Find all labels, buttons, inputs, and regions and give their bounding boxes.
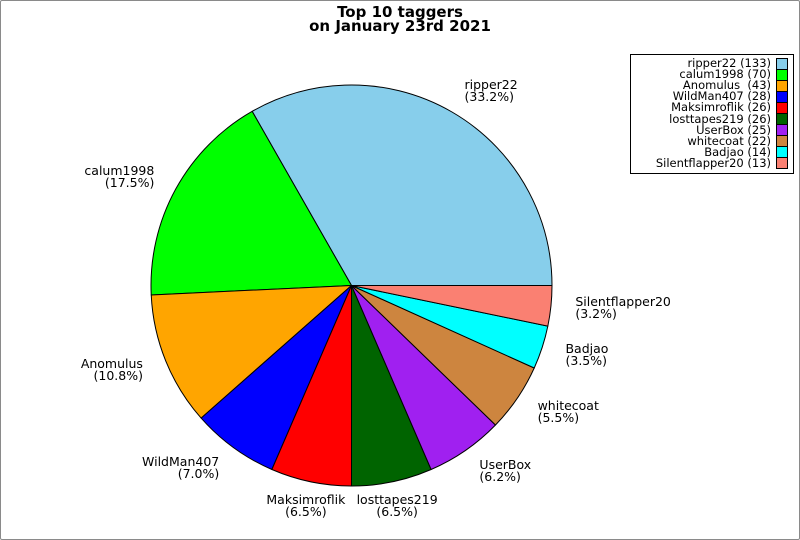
legend-label: WildMan407 (28) xyxy=(672,89,771,104)
legend-label: ripper22 (133) xyxy=(687,56,771,71)
pie-label-UserBox: UserBox (6.2%) xyxy=(479,456,532,484)
legend-row-Silentflapper20: Silentflapper20 (13) xyxy=(636,155,788,170)
chart-title-line1: Top 10 taggers xyxy=(337,3,463,21)
legend-label: Silentflapper20 (13) xyxy=(655,155,771,170)
legend-label: whitecoat (22) xyxy=(687,133,771,148)
pie-label-percent: (6.5%) xyxy=(376,503,418,519)
legend-color-swatch xyxy=(776,157,788,170)
pie-label-name: calum1998 xyxy=(84,163,155,179)
legend: ripper22 (133) calum1998 (70) Anomulus (43… xyxy=(630,54,794,174)
pie-label-name: whitecoat xyxy=(537,397,599,413)
legend-row-ripper22: ripper22 (133) xyxy=(636,56,788,71)
pie-label-calum1998: calum1998 (17.5%) xyxy=(84,163,155,191)
pie-label-whitecoat: whitecoat (5.5%) xyxy=(537,397,599,425)
pie-label-name: losttapes219 xyxy=(356,491,438,507)
pie-label-name: UserBox xyxy=(479,456,532,472)
pie-label-name: Anomulus xyxy=(80,355,143,371)
pie-label-Badjao: Badjao (3.5%) xyxy=(565,341,609,369)
pie-slice-Anomulus xyxy=(150,285,352,419)
legend-row-losttapes219: losttapes219 (26) xyxy=(636,111,788,126)
pie-label-losttapes219: losttapes219 (6.5%) xyxy=(356,491,438,519)
pie-label-name: ripper22 xyxy=(464,76,518,92)
legend-label: Anomulus (43) xyxy=(682,78,771,93)
pie-label-percent: (7.0%) xyxy=(177,465,220,481)
pie-label-Silentflapper20: Silentflapper20 (3.2%) xyxy=(575,294,671,322)
pie-slice-calum1998 xyxy=(150,110,352,296)
pie-label-percent: (3.5%) xyxy=(565,353,607,369)
pie-label-percent: (3.2%) xyxy=(575,306,617,322)
pie-label-name: Silentflapper20 xyxy=(575,294,671,310)
legend-label: calum1998 (70) xyxy=(679,67,771,82)
pie-label-percent: (33.2%) xyxy=(464,88,514,104)
pie-label-percent: (6.2%) xyxy=(479,468,521,484)
legend-label: Badjao (14) xyxy=(704,144,771,159)
legend-label: Maksimroflik (26) xyxy=(671,100,771,115)
legend-row-calum1998: calum1998 (70) xyxy=(636,67,788,82)
pie-label-WildMan407: WildMan407 (7.0%) xyxy=(142,453,220,481)
pie-label-percent: (10.8%) xyxy=(93,367,143,383)
pie-label-name: Badjao xyxy=(565,341,609,357)
legend-row-whitecoat: whitecoat (22) xyxy=(636,133,788,148)
pie-label-Maksimroflik: Maksimroflik (6.5%) xyxy=(266,491,346,519)
legend-label: losttapes219 (26) xyxy=(669,111,771,126)
pie-label-name: WildMan407 xyxy=(142,453,220,469)
legend-row-Badjao: Badjao (14) xyxy=(636,144,788,159)
pie-label-name: Maksimroflik xyxy=(266,491,346,507)
chart-title-line2: on January 23rd 2021 xyxy=(309,17,491,35)
legend-label: UserBox (25) xyxy=(696,122,771,137)
pie-slice-ripper22 xyxy=(251,84,553,286)
pie-label-percent: (6.5%) xyxy=(285,503,327,519)
pie-slice-Silentflapper20 xyxy=(351,285,553,327)
pie-label-Anomulus: Anomulus (10.8%) xyxy=(80,355,143,383)
legend-row-Anomulus: Anomulus (43) xyxy=(636,78,788,93)
pie-label-ripper22: ripper22 (33.2%) xyxy=(464,76,518,104)
chart-title: Top 10 taggers on January 23rd 2021 xyxy=(1,3,799,35)
pie-label-percent: (5.5%) xyxy=(537,409,580,425)
pie-label-percent: (17.5%) xyxy=(104,175,155,191)
